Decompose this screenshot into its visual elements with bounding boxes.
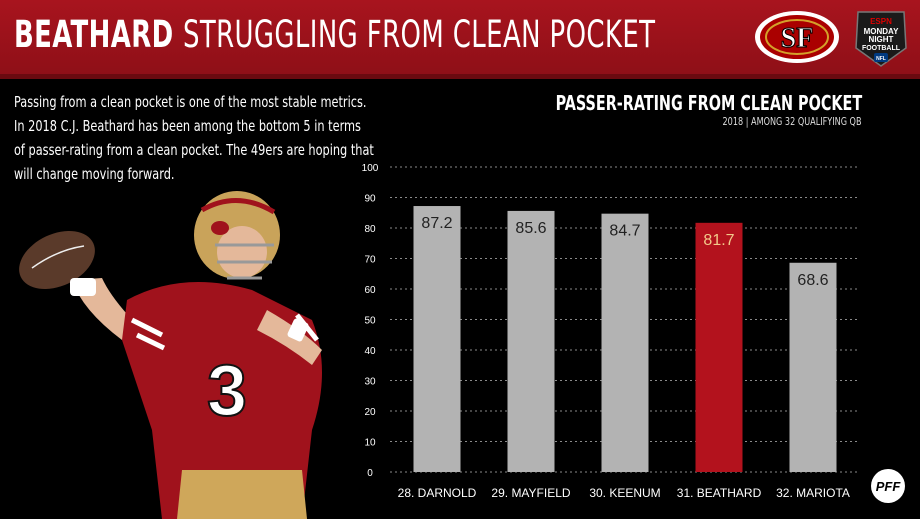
monday-night-football-logo: ESPN MONDAY NIGHT FOOTBALL NFL: [855, 11, 907, 67]
bar-chart: 0 10 20 30 40 50 60 70 80 90 100 87.2 28. DARNOLD 85.…: [362, 163, 860, 500]
y-tick-label: 20: [364, 407, 376, 418]
title-bold: BEATHARD: [14, 13, 174, 56]
x-category-label: 28. DARNOLD: [398, 486, 477, 500]
bar: [507, 210, 555, 473]
bar: [789, 262, 837, 472]
x-category-label: 30. KEENUM: [589, 486, 660, 500]
y-tick-label: 10: [364, 438, 376, 449]
bar: [601, 213, 649, 472]
jersey-number: 3: [207, 351, 247, 431]
mnf-line2: NIGHT: [869, 35, 894, 44]
intro-text: Passing from a clean pocket is one of th…: [14, 93, 374, 183]
y-tick-label: 60: [364, 285, 376, 296]
y-tick-label: 80: [364, 224, 376, 235]
nfl-badge-text: NFL: [876, 56, 886, 62]
x-category-label: 29. MAYFIELD: [491, 486, 570, 500]
bar-value-label: 84.7: [609, 223, 640, 240]
x-category-label: 31. BEATHARD: [677, 486, 762, 500]
y-tick-label: 50: [364, 316, 376, 327]
chart-subtitle: 2018 | AMONG 32 QUALIFYING QB: [722, 115, 862, 128]
mnf-line3: FOOTBALL: [862, 45, 901, 52]
bar-value-label: 81.7: [703, 232, 734, 249]
player-photo: 3: [19, 191, 322, 519]
mnf-line1: MONDAY: [864, 27, 899, 36]
page-title: BEATHARD STRUGGLING FROM CLEAN POCKET: [14, 16, 655, 53]
bar-value-label: 87.2: [421, 215, 452, 232]
y-tick-label: 70: [364, 255, 376, 266]
title-rest: STRUGGLING FROM CLEAN POCKET: [182, 13, 656, 56]
bar-value-label: 68.6: [797, 272, 828, 289]
pff-logo: PFF: [871, 469, 905, 503]
y-tick-label: 40: [364, 346, 376, 357]
y-tick-label: 90: [364, 194, 376, 205]
chart-title: PASSER-RATING FROM CLEAN POCKET: [555, 91, 862, 115]
pff-logo-text: PFF: [876, 479, 902, 494]
y-tick-label: 30: [364, 377, 376, 388]
mnf-small-text: ESPN: [870, 17, 892, 26]
y-tick-label: 0: [367, 468, 373, 479]
49ers-logo: SF: [755, 11, 839, 63]
y-tick-label: 100: [362, 163, 379, 174]
bar-value-label: 85.6: [515, 220, 546, 237]
header-banner: BEATHARD STRUGGLING FROM CLEAN POCKET SF …: [0, 0, 920, 79]
team-logo-text: SF: [781, 23, 814, 54]
bar: [695, 222, 743, 472]
bar: [413, 206, 461, 472]
x-category-label: 32. MARIOTA: [776, 486, 850, 500]
